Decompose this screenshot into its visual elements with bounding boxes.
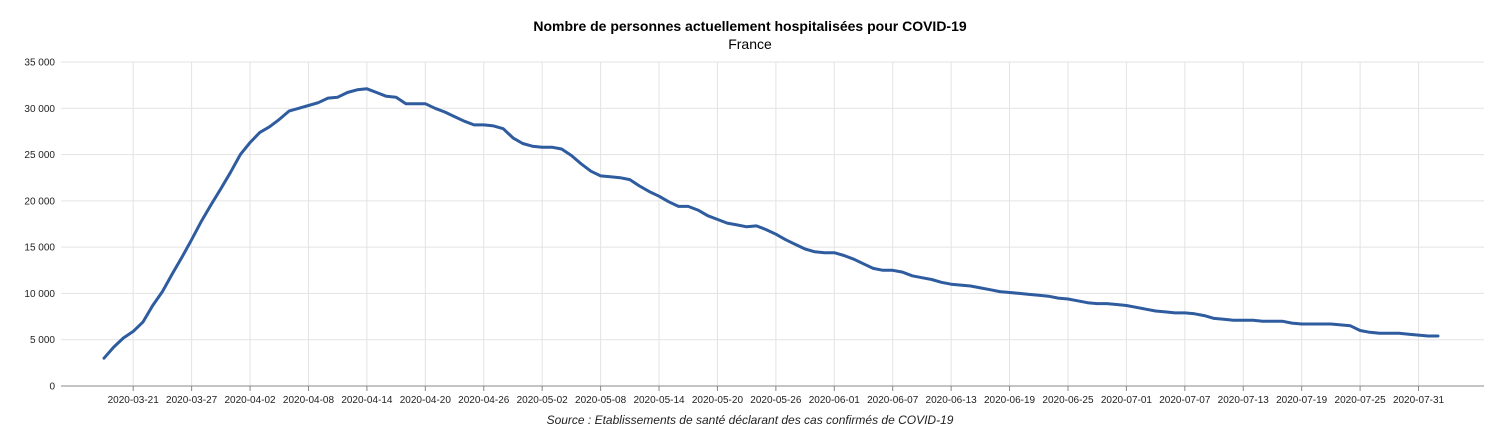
x-tick-label: 2020-06-13	[926, 395, 978, 406]
y-tick-label: 10 000	[24, 289, 55, 300]
series-layer	[102, 87, 1440, 360]
chart-source: Source : Etablissements de santé déclara…	[547, 413, 954, 427]
y-tick-label: 20 000	[24, 196, 55, 207]
x-tick-label: 2020-04-26	[458, 395, 510, 406]
y-tick-label: 5 000	[30, 335, 55, 346]
x-tick-label: 2020-05-26	[750, 395, 802, 406]
y-tick-label: 35 000	[24, 58, 55, 69]
x-tick-label: 2020-07-25	[1335, 395, 1387, 406]
x-tick-label: 2020-05-08	[575, 395, 627, 406]
x-tick-label: 2020-06-19	[984, 395, 1036, 406]
x-tick-label: 2020-07-19	[1276, 395, 1328, 406]
x-tick-label: 2020-07-31	[1393, 395, 1445, 406]
x-tick-label: 2020-06-07	[867, 395, 919, 406]
x-tick-label: 2020-06-25	[1042, 395, 1094, 406]
x-tick-label: 2020-04-08	[283, 395, 335, 406]
x-tick-label: 2020-07-07	[1159, 395, 1211, 406]
x-tick-label: 2020-03-27	[166, 395, 218, 406]
chart-title: Nombre de personnes actuellement hospita…	[533, 18, 967, 34]
x-tick-label: 2020-04-14	[341, 395, 393, 406]
y-tick-label: 15 000	[24, 243, 55, 254]
x-tick-label: 2020-07-13	[1218, 395, 1270, 406]
grid-layer	[61, 61, 1484, 386]
series-line	[102, 87, 1440, 360]
y-axis: 0 5 000 10 000 15 000 20 000 25 000 30 000 35 0…	[24, 58, 55, 393]
chart-subtitle: France	[728, 36, 772, 52]
x-tick-label: 2020-05-20	[692, 395, 744, 406]
x-tick-label: 2020-04-02	[224, 395, 276, 406]
x-tick-label: 2020-03-21	[108, 395, 160, 406]
x-tick-label: 2020-05-14	[633, 395, 685, 406]
y-tick-label: 30 000	[24, 104, 55, 115]
x-tick-label: 2020-04-20	[400, 395, 452, 406]
x-tick-label: 2020-05-02	[517, 395, 569, 406]
y-tick-label: 25 000	[24, 150, 55, 161]
x-axis: 2020-03-21 2020-03-27 2020-04-02 2020-04-08…	[61, 385, 1484, 406]
y-tick-label: 0	[49, 382, 55, 393]
x-tick-label: 2020-07-01	[1101, 395, 1153, 406]
x-tick-label: 2020-06-01	[809, 395, 861, 406]
